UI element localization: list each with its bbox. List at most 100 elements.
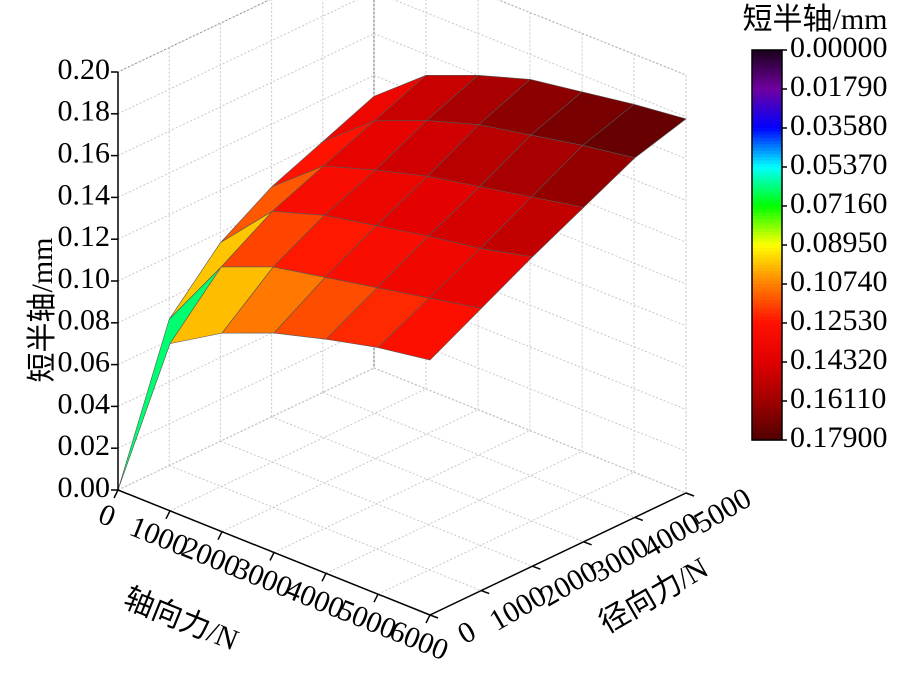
colorbar-band: [752, 134, 782, 139]
z-tick-label: 0.02: [58, 429, 111, 462]
grid-line: [220, 440, 533, 567]
colorbar-tick-label: 0.03580: [790, 109, 888, 142]
z-tick-label: 0.14: [58, 178, 111, 211]
colorbar-band: [752, 271, 782, 275]
colorbar-band: [752, 202, 782, 207]
colorbar-band: [752, 209, 782, 214]
colorbar-band: [752, 128, 782, 132]
colorbar-band: [752, 183, 782, 188]
tick-mark: [583, 541, 592, 546]
z-tick-label: 0.18: [58, 95, 111, 128]
colorbar-band: [752, 371, 782, 376]
x-axis-title: 轴向力/N: [119, 582, 243, 658]
colorbar-band: [752, 397, 782, 402]
colorbar-band: [752, 394, 782, 399]
tick-mark: [532, 565, 541, 570]
grid-line: [117, 33, 375, 157]
colorbar-band: [752, 427, 782, 431]
colorbar-band: [752, 274, 782, 279]
colorbar-band: [752, 388, 782, 392]
tick-mark: [217, 531, 223, 541]
colorbar-band: [752, 85, 782, 90]
colorbar-band: [752, 170, 782, 175]
grid-line: [221, 409, 479, 533]
colorbar-tick-label: 0.05370: [790, 148, 888, 181]
tick-mark: [480, 589, 490, 595]
colorbar-band: [752, 342, 782, 347]
colorbar-band: [752, 332, 782, 337]
colorbar-band: [752, 339, 782, 344]
grid-line: [322, 391, 635, 518]
colorbar-band: [752, 111, 782, 116]
colorbar-band: [752, 163, 782, 168]
colorbar-band: [752, 72, 782, 77]
colorbar-band: [752, 303, 782, 308]
colorbar-band: [752, 313, 782, 318]
colorbar-band: [752, 76, 782, 80]
colorbar-band: [752, 131, 782, 136]
tick-mark: [425, 614, 431, 624]
colorbar-band: [752, 193, 782, 197]
colorbar-band: [752, 50, 782, 54]
z-tick-label: 0.20: [58, 53, 111, 86]
colorbar-band: [752, 241, 782, 246]
colorbar-band: [752, 248, 782, 253]
colorbar-band: [752, 232, 782, 236]
colorbar-tick-label: 0.14320: [790, 343, 888, 376]
colorbar-tick-label: 0.10740: [790, 265, 888, 298]
z-tick-label: 0.12: [58, 220, 111, 253]
colorbar-band: [752, 137, 782, 142]
grid-line: [497, 0, 687, 76]
colorbar-band: [752, 430, 782, 435]
grid-line: [117, 74, 375, 198]
colorbar-band: [752, 69, 782, 74]
z-tick-label: 0.04: [58, 387, 111, 420]
colorbar-band: [752, 95, 782, 100]
grid-line: [325, 450, 583, 574]
colorbar-band: [752, 82, 782, 87]
tick-mark: [321, 572, 327, 582]
colorbar-tick-label: 0.00000: [790, 31, 888, 64]
z-tick-label: 0.10: [58, 262, 111, 295]
z-tick-label: 0.06: [58, 345, 111, 378]
colorbar-band: [752, 98, 782, 103]
colorbar-band: [752, 173, 782, 178]
colorbar-band: [752, 228, 782, 233]
colorbar-band: [752, 102, 782, 106]
colorbar-band: [752, 319, 782, 324]
z-axis-title: 短半轴/mm: [26, 237, 59, 382]
colorbar-band: [752, 219, 782, 223]
colorbar-band: [752, 167, 782, 171]
colorbar-band: [752, 336, 782, 340]
colorbar-band: [752, 147, 782, 152]
tick-mark: [165, 510, 171, 520]
colorbar-band: [752, 404, 782, 409]
colorbar-tick-label: 0.17900: [790, 421, 888, 454]
colorbar-band: [752, 258, 782, 262]
colorbar-band: [752, 433, 782, 438]
colorbar-band: [752, 352, 782, 357]
colorbar-band: [752, 414, 782, 418]
y-tick-label: 0: [452, 615, 481, 651]
colorbar-tick-label: 0.01790: [790, 70, 888, 103]
colorbar-band: [752, 225, 782, 230]
tick-mark: [269, 552, 275, 561]
grid-line: [273, 430, 531, 553]
colorbar-band: [752, 176, 782, 181]
colorbar-band: [752, 115, 782, 119]
z-tick-label: 0.08: [58, 304, 111, 337]
colorbar-band: [752, 144, 782, 149]
colorbar-band: [752, 345, 782, 350]
colorbar-band: [752, 378, 782, 383]
colorbar-band: [752, 284, 782, 288]
grid-line: [117, 325, 375, 449]
colorbar-band: [752, 329, 782, 334]
colorbar-band: [752, 306, 782, 311]
colorbar-tick-label: 0.07160: [790, 187, 888, 220]
colorbar-band: [752, 89, 782, 93]
colorbar-title: 短半轴/mm: [742, 3, 887, 36]
colorbar-band: [752, 222, 782, 227]
colorbar-band: [752, 63, 782, 67]
colorbar-band: [752, 160, 782, 165]
